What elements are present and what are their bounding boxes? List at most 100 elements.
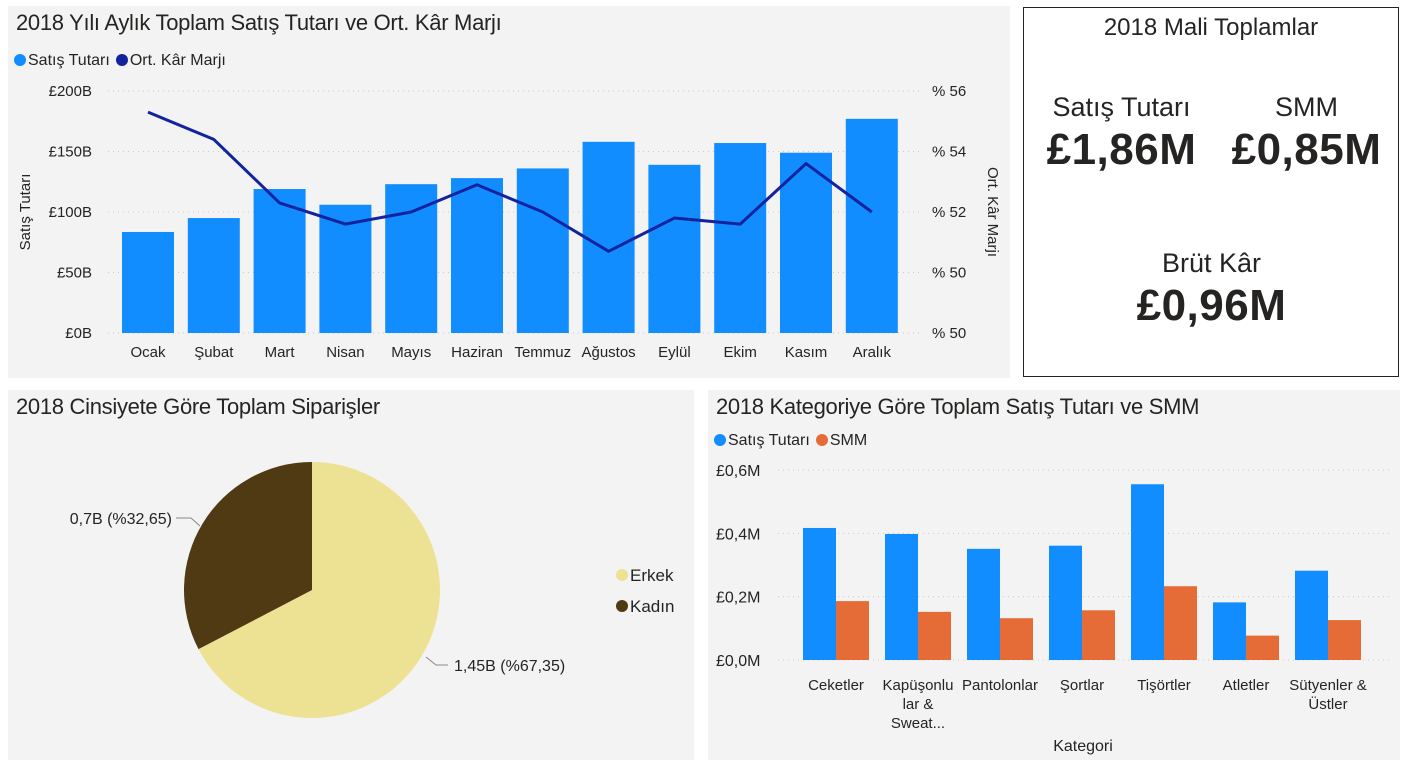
leader-line: [176, 517, 201, 527]
x-tick-label: Tişörtler: [1137, 677, 1191, 694]
legend-label: Satış Tutarı: [28, 52, 110, 69]
y-tick-label: £0,0M: [716, 653, 760, 670]
x-tick-label: Pantolonlar: [962, 677, 1038, 694]
y-tick-label: £0,6M: [716, 463, 760, 480]
bar-Aralık: [845, 118, 898, 333]
bar-Ağustos: [582, 141, 635, 333]
bar-Kasım: [780, 152, 832, 333]
bar-Satış Tutarı-Pantolonlar: [967, 548, 1000, 660]
data-label-kadin: 0,7B (%32,65): [70, 511, 172, 528]
legend-dot-icon: [616, 569, 628, 581]
chart-title: 2018 Kategoriye Göre Toplam Satış Tutarı…: [716, 394, 1200, 419]
data-label-erkek: 1,45B (%67,35): [454, 658, 565, 675]
bar-Satış Tutarı-Şortlar: [1049, 545, 1082, 660]
x-tick-label: Mart: [265, 344, 296, 361]
x-tick-label: Şortlar: [1060, 677, 1104, 694]
chart-legend: Satış Tutarı Ort. Kâr Marjı: [14, 52, 226, 70]
x-tick-label: Sütyenler &: [1289, 677, 1367, 694]
bar-Eylül: [648, 164, 701, 333]
bar-Satış Tutarı-Sütyenler &: [1295, 570, 1328, 660]
x-tick-label: Nisan: [326, 344, 364, 361]
bar-Şubat: [187, 218, 240, 333]
bar-Haziran: [451, 178, 503, 333]
y-tick-label: £100B: [49, 204, 92, 221]
kpi-label: Satış Tutarı: [1052, 92, 1191, 122]
y-tick-label: £0,2M: [716, 590, 760, 607]
bar-SMM-Sütyenler &: [1328, 620, 1361, 660]
monthly-sales-chart-panel: 2018 Yılı Aylık Toplam Satış Tutarı ve O…: [8, 6, 1010, 378]
x-axis-title: Kategori: [1053, 738, 1113, 755]
x-tick-label: Üstler: [1308, 695, 1347, 713]
leader-line: [425, 656, 448, 666]
x-tick-label: Kapüşonlu: [883, 677, 954, 694]
x-tick-label: Ocak: [130, 344, 166, 361]
legend-dot-icon: [14, 54, 26, 66]
y2-tick-label: % 50: [932, 325, 966, 342]
kpi-label: Brüt Kâr: [1161, 248, 1262, 278]
bar-Satış Tutarı-Tişörtler: [1131, 484, 1164, 660]
y2-axis-title: Ort. Kâr Marjı: [984, 167, 1001, 257]
combo-chart-plot: £0B £50B £100B £150B £200B % 50 % 50 % 52 % 54 % …: [17, 83, 1001, 361]
kpi-value: £1,86M: [1046, 125, 1197, 174]
pie-chart-plot: 0,7B (%32,65) 1,45B (%67,35) Erkek Kadın: [70, 462, 674, 718]
bar-Nisan: [319, 204, 372, 333]
x-tick-label: Ceketler: [808, 677, 864, 694]
x-tick-label: lar &: [903, 696, 934, 713]
pie-slice-kadin: [183, 462, 312, 650]
kpi-gross-profit: Brüt Kâr £0,96M: [1124, 248, 1299, 331]
legend-label: Ort. Kâr Marjı: [129, 52, 226, 69]
legend-dot-icon: [714, 434, 726, 446]
y-tick-label: £0,4M: [716, 526, 760, 543]
x-tick-label: Kasım: [785, 344, 828, 361]
bar-Mayıs: [385, 184, 438, 333]
chart-legend: Satış Tutarı SMM: [714, 432, 867, 450]
legend-item-sales[interactable]: Satış Tutarı: [714, 432, 810, 450]
legend-dot-icon: [616, 600, 628, 612]
bar-SMM-Ceketler: [836, 601, 869, 660]
x-tick-label: Mayıs: [391, 344, 431, 361]
legend-label: SMM: [829, 432, 868, 449]
category-sales-chart-panel: 2018 Kategoriye Göre Toplam Satış Tutarı…: [708, 390, 1400, 760]
bar-SMM-Atletler: [1246, 635, 1279, 660]
x-tick-label: Şubat: [194, 344, 234, 361]
x-tick-label: Eylül: [658, 344, 691, 361]
x-tick-label: Haziran: [451, 344, 503, 361]
legend-item-margin[interactable]: Ort. Kâr Marjı: [115, 52, 226, 70]
kpi-value: £0,85M: [1231, 125, 1382, 174]
kpi-title: 2018 Mali Toplamlar: [1103, 14, 1319, 41]
bar-Satış Tutarı-Atletler: [1213, 602, 1246, 660]
legend-dot-icon: [815, 434, 828, 446]
y-tick-label: £150B: [49, 144, 92, 161]
y2-tick-label: % 54: [932, 144, 966, 161]
x-tick-label: Ağustos: [581, 344, 635, 361]
y2-tick-label: % 56: [932, 83, 966, 100]
kpi-sales: Satış Tutarı £1,86M: [1034, 92, 1209, 175]
legend-label-Erkek: Erkek: [630, 566, 674, 585]
y-tick-label: £0B: [65, 325, 92, 342]
pie-slice-erkek: [198, 462, 440, 718]
legend-label: Satış Tutarı: [728, 432, 810, 449]
bar-Temmuz: [516, 168, 569, 333]
x-tick-label: Ekim: [724, 344, 757, 361]
kpi-label: SMM: [1275, 92, 1338, 122]
chart-title: 2018 Yılı Aylık Toplam Satış Tutarı ve O…: [16, 10, 502, 35]
y-axis-title: Satış Tutarı: [17, 174, 34, 251]
bar-SMM-Kapüşonlu: [918, 611, 951, 660]
bar-chart-plot: £0,0M £0,2M £0,4M £0,6M Ceketler Kapüşonlu lar…: [716, 463, 1393, 755]
legend-item-smm[interactable]: SMM: [815, 432, 868, 450]
legend-label-Kadın: Kadın: [630, 597, 674, 616]
margin-line: [147, 110, 873, 253]
kpi-value: £0,96M: [1136, 281, 1287, 330]
bar-Satış Tutarı-Ceketler: [803, 527, 836, 660]
bar-SMM-Tişörtler: [1164, 586, 1197, 660]
chart-title: 2018 Cinsiyete Göre Toplam Siparişler: [16, 394, 380, 419]
bar-Ocak: [122, 231, 174, 333]
bar-Satış Tutarı-Kapüşonlu: [885, 533, 918, 660]
x-tick-label: Aralık: [853, 344, 892, 361]
bar-SMM-Pantolonlar: [1000, 618, 1033, 660]
bar-Mart: [253, 189, 306, 333]
x-tick-label: Sweat...: [891, 715, 945, 732]
legend-item-sales[interactable]: Satış Tutarı: [14, 52, 110, 70]
y2-tick-label: % 52: [932, 204, 966, 221]
y2-tick-label: % 50: [932, 265, 966, 282]
